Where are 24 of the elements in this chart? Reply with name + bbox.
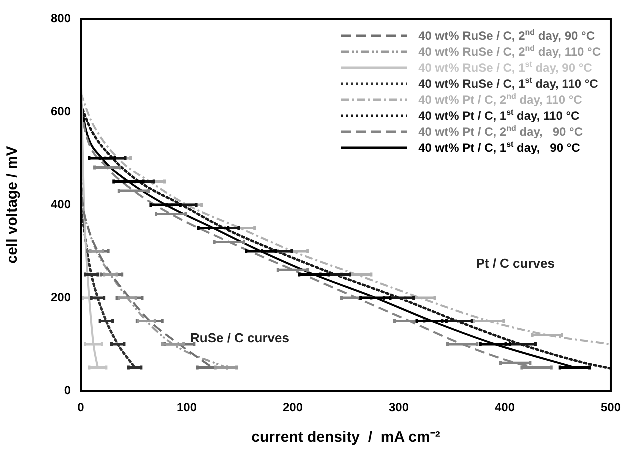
text: 40 wt% RuSe / C, 2$^{nd}$ day, 90 °C: [418, 28, 595, 44]
y-tick-label: 600: [50, 104, 72, 118]
x-tick-label: 300: [388, 400, 410, 415]
x-axis-title: current density / mA cm⁻²: [252, 429, 440, 446]
x-tick-label: 200: [282, 400, 304, 415]
annotation: RuSe / C curves: [190, 330, 290, 346]
y-tick-label: 400: [50, 197, 72, 212]
x-tick-label: 100: [176, 400, 198, 415]
y-tick-label: 200: [50, 290, 72, 304]
x-tick-label: 0: [78, 400, 85, 415]
text: 40 wt% RuSe / C, 1$^{st}$ day, 90 °C: [418, 60, 592, 76]
line-series: [81, 204, 136, 369]
y-tick-label: 800: [50, 11, 72, 26]
text: 40 wt% RuSe / C, 1$^{st}$ day, 110 °C: [418, 76, 598, 92]
x-tick-label: 500: [600, 400, 622, 415]
text: 40 wt% Pt / C, 1$^{st}$ day, 90 °C: [418, 140, 580, 156]
text: 40 wt% Pt / C, 2$^{nd}$ day, 90 °C: [418, 124, 583, 140]
text: 40 wt% Pt / C, 2$^{nd}$ day, 110 °C: [418, 92, 582, 108]
x-tick-label: 400: [494, 400, 516, 415]
text: 40 wt% Pt / C, 1$^{st}$ day, 110 °C: [418, 108, 580, 124]
y-axis-title: cell voltage / mV: [4, 146, 22, 264]
y-tick-label: 0: [64, 383, 72, 398]
text: 40 wt% RuSe / C, 2$^{nd}$ day, 110 °C: [418, 44, 601, 60]
annotation: Pt / C curves: [476, 256, 555, 272]
